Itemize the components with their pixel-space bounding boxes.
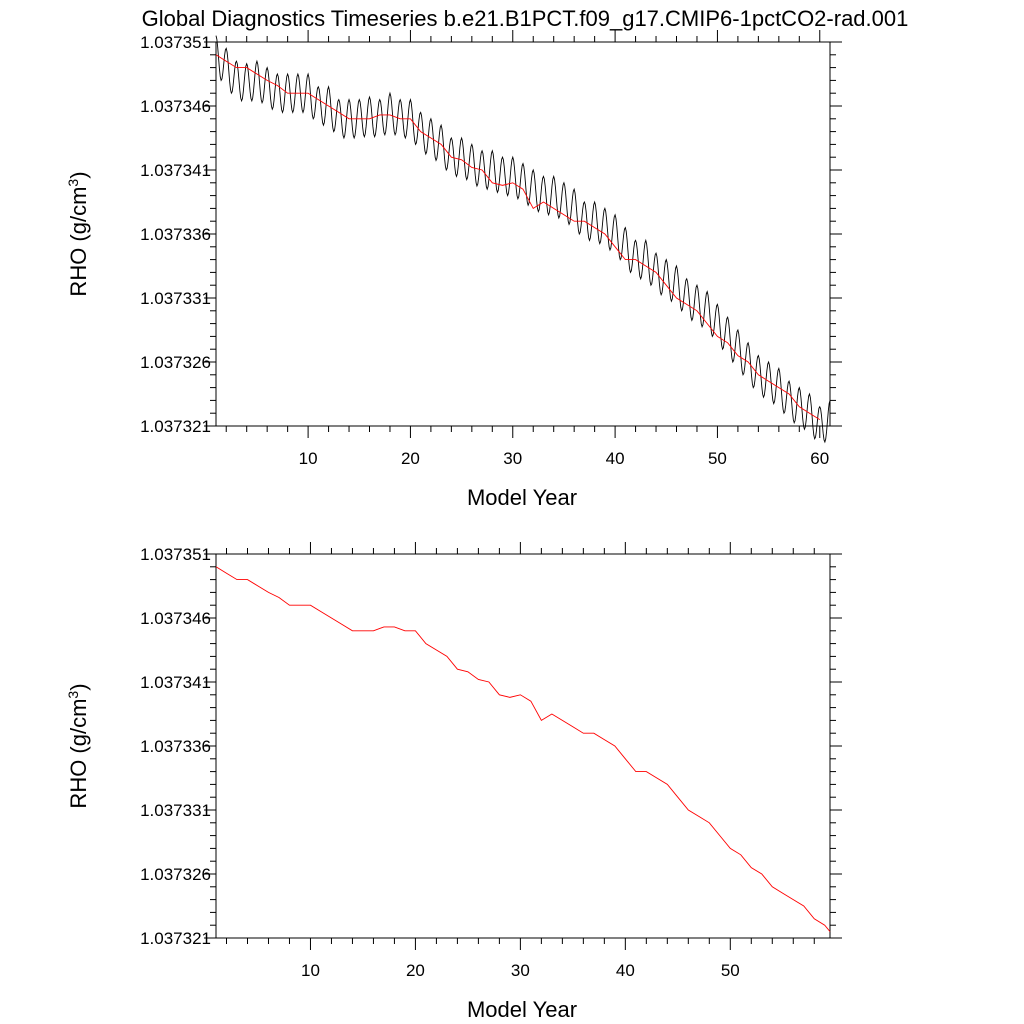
bottom-chart-annual-mean-line xyxy=(215,566,831,932)
top-chart-y-tick-label: 1.037321 xyxy=(140,417,211,436)
bottom-chart-x-axis-title: Model Year xyxy=(467,997,577,1022)
top-chart-x-tick-label: 10 xyxy=(299,449,318,468)
top-chart-plot-frame xyxy=(215,41,831,427)
bottom-chart-axes xyxy=(215,553,831,939)
top-chart-x-axis-title: Model Year xyxy=(467,485,577,510)
top-chart-x-tick-label: 30 xyxy=(503,449,522,468)
bottom-chart-panel: 1.037321 1.037326 1.037331 1.037336 1.037341… xyxy=(65,542,842,1022)
top-chart-series xyxy=(215,35,831,444)
figure-title: Global Diagnostics Timeseries b.e21.B1PC… xyxy=(142,6,909,31)
top-chart-annual-mean-line xyxy=(215,54,821,420)
bottom-chart-y-tick-label: 1.037341 xyxy=(140,673,211,692)
bottom-chart-y-axis-title: RHO (g/cm3) xyxy=(65,683,91,808)
bottom-chart-y-tick-label: 1.037336 xyxy=(140,737,211,756)
bottom-chart-y-tick-label: 1.037331 xyxy=(140,801,211,820)
top-chart-y-tick-label: 1.037351 xyxy=(140,33,211,52)
bottom-chart-series xyxy=(215,566,831,932)
top-chart-y-tick-label: 1.037326 xyxy=(140,353,211,372)
top-chart-y-tick-label: 1.037341 xyxy=(140,161,211,180)
bottom-chart-x-tick-label: 20 xyxy=(406,961,425,980)
top-chart-x-tick-label: 60 xyxy=(810,449,829,468)
bottom-chart-y-tick-label: 1.037321 xyxy=(140,929,211,948)
bottom-chart-y-tick-label: 1.037346 xyxy=(140,609,211,628)
top-chart-axes xyxy=(215,41,831,427)
top-chart-y-axis-title: RHO (g/cm3) xyxy=(65,171,91,296)
bottom-chart-x-tick-label: 40 xyxy=(616,961,635,980)
top-chart-monthly-line xyxy=(215,35,831,444)
top-chart-y-tick-label: 1.037331 xyxy=(140,289,211,308)
top-chart-panel: 1.037321 1.037326 1.037331 1.037336 1.037341… xyxy=(65,30,842,510)
top-chart-x-tick-label: 20 xyxy=(401,449,420,468)
bottom-chart-x-tick-label: 30 xyxy=(511,961,530,980)
bottom-chart-y-tick-label: 1.037351 xyxy=(140,545,211,564)
top-chart-y-tick-label: 1.037336 xyxy=(140,225,211,244)
top-chart-x-tick-label: 50 xyxy=(708,449,727,468)
bottom-chart-x-tick-label: 10 xyxy=(301,961,320,980)
bottom-chart-plot-frame xyxy=(215,553,831,939)
top-chart-x-tick-label: 40 xyxy=(606,449,625,468)
bottom-chart-ticks: 1.037321 1.037326 1.037331 1.037336 1.037341… xyxy=(140,542,842,980)
top-chart-y-tick-label: 1.037346 xyxy=(140,97,211,116)
top-chart-ticks: 1.037321 1.037326 1.037331 1.037336 1.037341… xyxy=(140,30,842,468)
bottom-chart-x-tick-label: 50 xyxy=(721,961,740,980)
bottom-chart-y-tick-label: 1.037326 xyxy=(140,865,211,884)
